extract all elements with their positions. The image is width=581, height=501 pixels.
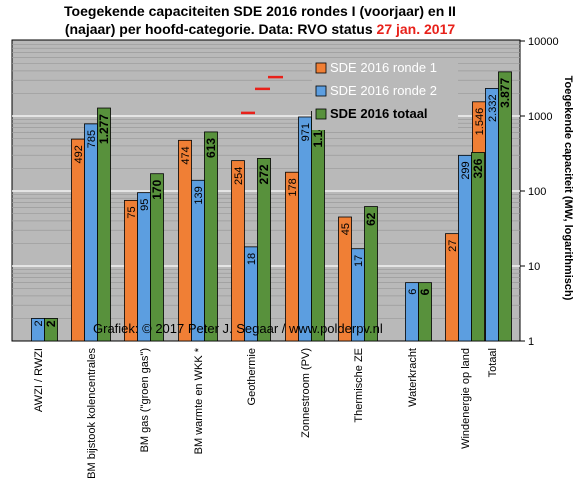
legend-entry-ronde2: SDE 2016 ronde 2 [330,83,437,98]
bar-totaal [498,71,512,342]
bar-value-label: 613 [204,138,218,158]
x-category-label: Windenergie op land [460,348,472,449]
x-category-label: Thermische ZE [353,348,365,423]
chart-title-line2-prefix: (najaar) per hoofd-categorie. Data: RVO … [64,21,377,37]
bar-value-label: 2 [33,320,45,326]
x-category-label: BM gas ("groen gas") [139,348,151,452]
bar-value-label: 272 [257,164,271,184]
bar-ronde1 [231,160,245,342]
bar-ronde2 [485,88,499,342]
bar-ronde1 [71,138,85,342]
legend-box [312,58,458,130]
chart-title-line1: Toegekende capaciteiten SDE 2016 rondes … [64,3,456,19]
x-category-label: BM bijstook kolencentrales [86,348,98,479]
legend-entry-totaal: SDE 2016 totaal [330,106,428,121]
bar-value-label: 971 [300,123,312,141]
x-category-label: AWZI / RWZI [33,348,45,412]
x-category-label: Totaal [487,348,499,377]
bar-value-label: 2.332 [487,94,499,122]
chart-title: Toegekende capaciteiten SDE 2016 rondes … [0,2,520,38]
y-tick-label: 10 [528,261,540,273]
bar-totaal [97,107,111,342]
bar-ronde2 [84,123,98,342]
y-axis-label: Toegekende capaciteit (MW, logarithmisch… [562,76,574,301]
bar-value-label: 1.277 [97,114,111,144]
bar-value-label: 75 [126,206,138,218]
x-category-label: Zonnestroom (PV) [300,348,312,438]
legend-swatch [315,85,327,97]
chart-title-date: 27 jan. 2017 [376,21,456,37]
bar-value-label: 492 [73,145,85,163]
bar-ronde1 [124,199,138,342]
bar-value-label: 3.877 [498,78,512,108]
bar-ronde1 [178,139,192,342]
y-tick-label: 1 [528,336,534,348]
y-tick-label: 1000 [528,111,552,123]
legend-entry-ronde1: SDE 2016 ronde 1 [330,60,437,75]
x-category-label: Geothermie [246,348,258,405]
x-category-label: BM warmte en WKK * [193,347,205,454]
bar-value-label: 18 [246,253,258,265]
bar-totaal [150,173,164,342]
bar-value-label: 6 [407,289,419,295]
bar-value-label: 27 [447,240,459,252]
bar-ronde2 [458,154,472,342]
bar-value-label: 326 [471,158,485,178]
bar-value-label: 139 [193,186,205,204]
x-category-label: Waterkracht [407,348,419,407]
legend-swatch [315,108,327,120]
legend-swatch [315,62,327,74]
bar-value-label: 95 [139,199,151,211]
bar-value-label: 6 [418,288,432,295]
bar-value-label: 178 [287,178,299,196]
y-tick-label: 100 [528,186,546,198]
bar-value-label: 254 [233,167,245,185]
chart-title-line2: (najaar) per hoofd-categorie. Data: RVO … [0,20,520,38]
bar-value-label: 62 [364,212,378,226]
bar-totaal [257,158,271,342]
chart-credit: Grafiek: © 2017 Peter J. Segaar / www.po… [93,321,383,336]
y-tick-label: 10000 [528,36,559,48]
bar-value-label: 474 [180,146,192,164]
bar-totaal [471,152,485,342]
bar-ronde2 [137,192,151,342]
bar-totaal [204,131,218,342]
bar-totaal [364,206,378,342]
bar-totaal [418,282,432,342]
bar-value-label: 1.546 [474,108,486,136]
bar-value-label: 170 [150,179,164,199]
bar-value-label: 299 [460,161,472,179]
bar-totaal [44,318,58,342]
bar-value-label: 2 [44,320,58,327]
bar-value-label: 785 [86,130,98,148]
bar-value-label: 17 [353,255,365,267]
bar-value-label: 45 [340,223,352,235]
bar-ronde2 [298,116,312,342]
